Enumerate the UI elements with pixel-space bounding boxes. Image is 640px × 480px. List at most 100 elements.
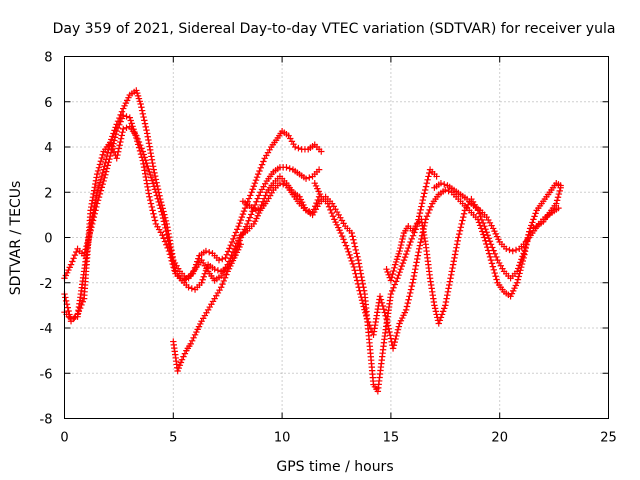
data-point [89,217,97,224]
y-tick-label: 4 [44,141,52,156]
data-point [94,197,102,204]
data-point [145,165,152,173]
data-point [455,230,463,238]
data-point [198,279,205,286]
data-point [388,274,395,281]
data-point [379,302,387,310]
data-point [352,270,359,277]
data-point [146,168,153,176]
data-point [392,335,399,343]
x-tick-label: 10 [274,431,291,446]
data-point [236,219,243,227]
data-point [487,241,495,248]
data-point [96,161,104,168]
data-point [506,246,513,254]
data-point [90,213,98,221]
data-point [95,193,103,201]
series-track-c [61,112,323,284]
data-point [89,220,96,228]
data-point [237,216,244,224]
data-point [220,277,227,285]
data-point [283,164,290,171]
axis-ticks [64,56,609,419]
data-point [159,214,167,222]
data-point [252,176,260,184]
data-point [484,247,492,254]
y-tick-label: -6 [40,367,53,382]
data-point [84,236,92,244]
data-point [119,128,126,136]
data-point [108,136,115,143]
series-track-d [170,241,244,375]
data-point [67,261,75,268]
data-point [521,247,528,254]
data-point [325,203,333,210]
data-point [387,290,395,298]
data-point [217,284,225,291]
data-point [397,265,404,273]
chart-title: Day 359 of 2021, Sidereal Day-to-day VTE… [53,21,616,37]
x-axis-title: GPS time / hours [276,459,393,475]
data-point [228,238,236,246]
data-point [129,123,136,130]
data-point [83,243,90,250]
data-point [553,197,561,204]
data-point [352,246,360,254]
data-point [128,120,135,127]
data-point [349,233,356,240]
data-point [106,139,114,146]
data-point [479,219,487,227]
data-point [248,211,255,218]
data-point [442,298,450,306]
data-point [156,201,163,209]
data-point [103,165,111,172]
data-point [70,255,77,262]
data-point [148,177,156,184]
data-point [152,189,160,196]
data-point [155,198,162,206]
data-point [358,293,365,301]
data-point [492,273,499,280]
data-point [176,362,184,369]
data-point [120,112,127,119]
data-point [513,268,521,275]
data-point [113,155,120,162]
data-point [460,210,468,217]
data-point [250,183,258,190]
y-tick-label: 6 [44,96,52,111]
data-point [276,180,284,187]
data-point [405,296,412,303]
y-tick-labels: -8 -6 -4 -2 0 2 4 6 8 [40,51,53,428]
data-point [166,251,174,258]
data-point [260,158,267,165]
data-point [439,308,447,315]
data-point [356,287,363,294]
data-point [479,228,486,235]
data-point [131,128,138,136]
data-point [65,307,72,315]
data-point [253,198,260,205]
data-point [488,260,496,267]
data-point [481,222,488,230]
data-point [449,264,456,272]
data-point [254,170,262,178]
data-point [219,255,226,263]
data-point [554,194,562,201]
data-point [295,144,302,152]
y-tick-label: 0 [44,232,52,247]
data-point [445,285,452,292]
data-point [442,186,449,194]
data-point [362,312,370,320]
data-point [200,273,207,280]
data-point [257,204,264,212]
series-track-g [383,180,564,327]
data-point [93,200,101,207]
data-point [187,340,194,348]
data-point [435,320,442,327]
data-point [126,114,133,121]
data-point [391,264,398,272]
data-point [338,232,346,240]
data-point [79,298,86,305]
data-point [443,295,450,302]
data-point [130,126,137,133]
